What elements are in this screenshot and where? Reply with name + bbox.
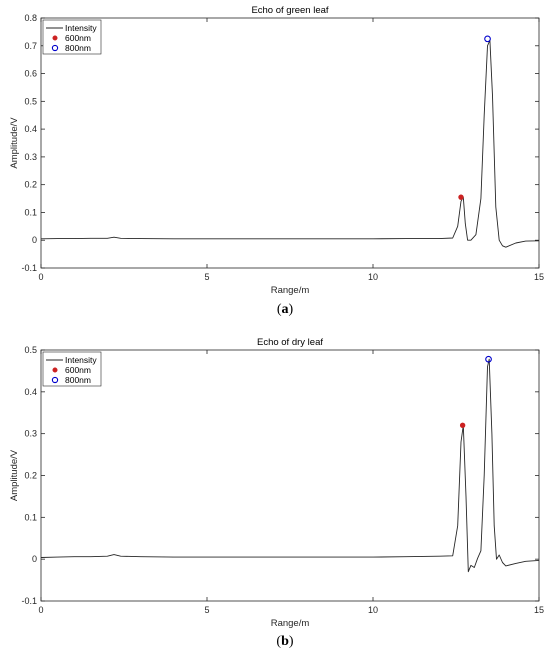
caption-close-paren: ) — [289, 634, 294, 649]
x-tick-label: 0 — [38, 605, 43, 615]
y-axis-label: Amplitude/V — [9, 449, 20, 501]
x-tick-label: 5 — [204, 605, 209, 615]
y-tick-label: 0.2 — [24, 180, 37, 190]
x-tick-label: 15 — [534, 605, 544, 615]
plot-area — [40, 17, 540, 269]
y-tick-label: 0.4 — [24, 124, 37, 134]
y-tick-label: 0.3 — [24, 429, 37, 439]
y-axis-label: Amplitude/V — [9, 117, 20, 169]
legend-label-600nm: 600nm — [65, 33, 91, 43]
legend-label-800nm: 800nm — [65, 43, 91, 53]
x-tick-label: 10 — [368, 605, 378, 615]
y-tick-label: 0.4 — [24, 387, 37, 397]
y-tick-label: 0 — [32, 235, 37, 245]
legend-swatch-600nm — [52, 35, 58, 41]
data-point-800nm — [485, 355, 492, 363]
y-tick-label: 0.1 — [24, 512, 37, 522]
y-tick-label: 0.6 — [24, 69, 37, 79]
caption-letter: a — [282, 302, 289, 317]
x-tick-label: 0 — [38, 272, 43, 282]
caption-letter: b — [281, 634, 289, 649]
legend-label-intensity: Intensity — [65, 23, 97, 33]
data-point-800nm — [484, 35, 491, 43]
plot-area — [40, 349, 540, 602]
legend-label-800nm: 800nm — [65, 375, 91, 385]
series-line-intensity — [40, 358, 540, 573]
x-tick-label: 15 — [534, 272, 544, 282]
y-tick-label: -0.1 — [21, 263, 37, 273]
panel-caption: (a) — [277, 302, 294, 317]
y-tick-label: 0.1 — [24, 207, 37, 217]
legend-swatch-800nm — [51, 44, 59, 52]
legend-swatch-800nm — [51, 376, 59, 384]
y-tick-label: 0.5 — [24, 345, 37, 355]
panel-caption: (b) — [276, 634, 293, 649]
caption-open-paren: ( — [277, 302, 282, 317]
y-tick-label: 0.3 — [24, 152, 37, 162]
x-axis-label: Range/m — [271, 285, 310, 296]
chart-title: Echo of green leaf — [251, 5, 328, 16]
y-tick-label: -0.1 — [21, 596, 37, 606]
y-tick-label: 0.8 — [24, 13, 37, 23]
series-line-intensity — [40, 39, 540, 248]
data-point-600nm — [459, 422, 466, 428]
legend-label-600nm: 600nm — [65, 365, 91, 375]
y-tick-label: 0.2 — [24, 471, 37, 481]
caption-close-paren: ) — [289, 302, 294, 317]
legend-label-intensity: Intensity — [65, 355, 97, 365]
chart-title: Echo of dry leaf — [257, 337, 323, 348]
x-axis-label: Range/m — [271, 618, 310, 629]
y-tick-label: 0.5 — [24, 96, 37, 106]
x-tick-label: 5 — [204, 272, 209, 282]
x-tick-label: 10 — [368, 272, 378, 282]
caption-open-paren: ( — [276, 634, 281, 649]
y-tick-label: 0.7 — [24, 41, 37, 51]
y-tick-label: 0 — [32, 554, 37, 564]
legend-swatch-600nm — [52, 367, 58, 373]
data-point-600nm — [458, 194, 464, 200]
